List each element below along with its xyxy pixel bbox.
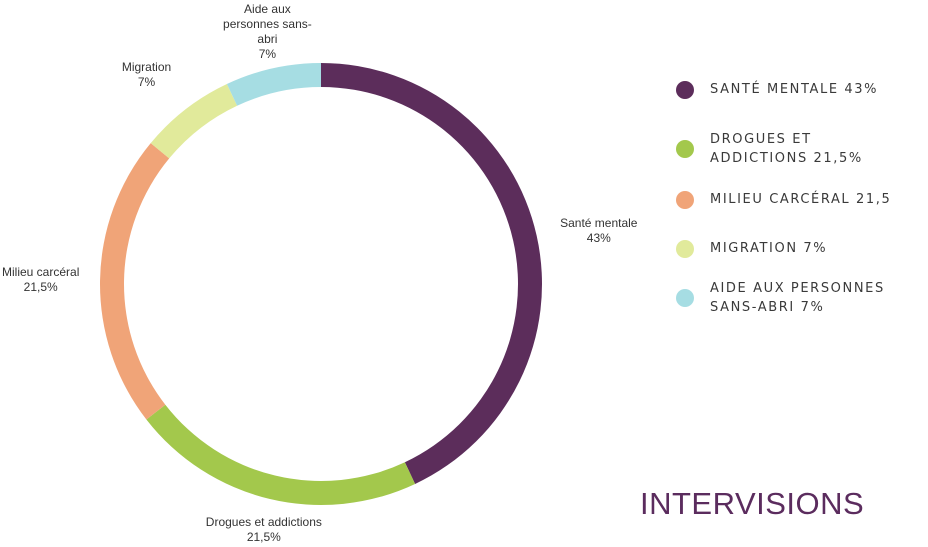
donut-slice-4 (226, 63, 321, 106)
slice-label-line: Migration (121, 60, 172, 75)
legend-label: MIGRATION 7% (710, 241, 828, 256)
donut-slice-3 (150, 84, 238, 159)
legend-swatch (676, 80, 694, 99)
legend-label: DROGUES ET ADDICTIONS 21,5% (710, 132, 863, 166)
donut-slice-0 (321, 63, 543, 484)
legend-item-migration: MIGRATION 7% (676, 239, 827, 258)
slice-label-line: personnes sans- (223, 17, 312, 31)
legend-swatch (676, 140, 694, 158)
slice-label-line: 7% (258, 47, 277, 61)
donut-slice-2 (100, 143, 170, 420)
slice-label-line: 21,5% (23, 280, 58, 295)
slice-label-0: Santé mentale 43% (560, 216, 637, 246)
slice-label-3: Migration 7% (122, 60, 171, 90)
slice-label-line: Santé mentale (560, 215, 638, 230)
legend-label: MILIEU CARCÉRAL 21,5 (710, 192, 892, 207)
legend-swatch (676, 190, 694, 209)
legend-item-milieu-carceral: MILIEU CARCÉRAL 21,5 (676, 190, 891, 209)
donut-slice-1 (146, 404, 416, 505)
legend-label: AIDE AUX PERSONNES SANS-ABRI 7% (710, 281, 885, 315)
slice-label-line: 7% (137, 75, 156, 90)
slice-label-line: 21,5% (246, 530, 281, 544)
slice-label-4: Aide aux personnes sans-abri 7% (223, 2, 312, 62)
slice-label-2: Milieu carcéral 21,5% (2, 265, 79, 295)
legend-swatch (676, 239, 694, 258)
slice-label-line: Milieu carcéral (2, 265, 80, 280)
legend-label: SANTÉ MENTALE 43% (710, 82, 879, 97)
legend-item-drogues-addictions: DROGUES ET ADDICTIONS 21,5% (676, 130, 863, 168)
brand-title: INTERVISIONS (640, 486, 865, 521)
slice-label-line: Aide aux (244, 2, 291, 16)
slice-label-line: abri (257, 32, 278, 46)
legend-item-sante-mentale: SANTÉ MENTALE 43% (676, 80, 878, 99)
slice-label-1: Drogues et addictions 21,5% (206, 515, 322, 545)
slice-label-line: 43% (586, 230, 611, 245)
slice-label-line: Drogues et addictions (205, 515, 322, 529)
legend-swatch (676, 289, 694, 307)
legend-item-aide-sans-abri: AIDE AUX PERSONNES SANS-ABRI 7% (676, 279, 885, 317)
